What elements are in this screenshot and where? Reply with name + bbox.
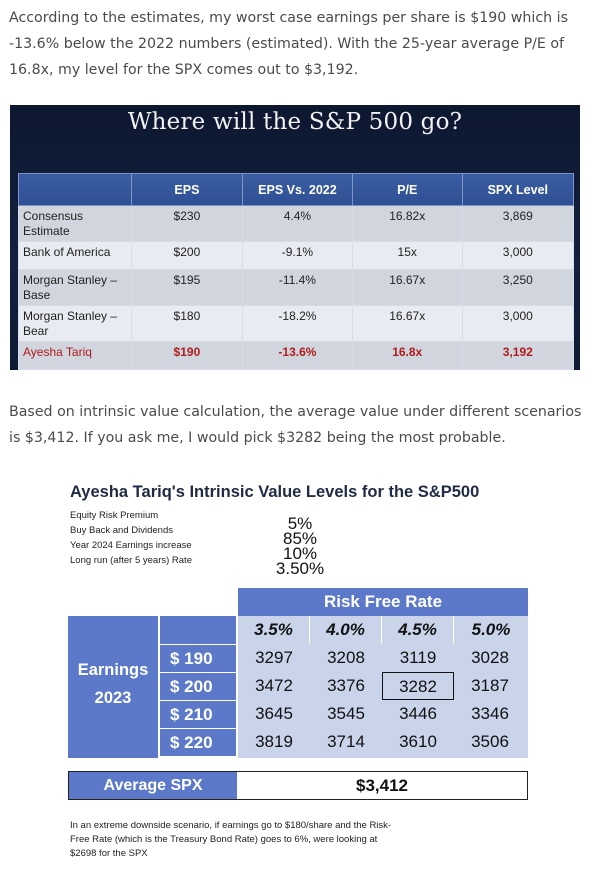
table-cell: -18.2% — [242, 305, 353, 342]
sp500-forecast-slide: Where will the S&P 500 go? EPS EPS Vs. 2… — [10, 105, 580, 370]
table-cell: Ayesha Tariq — [18, 341, 132, 370]
value-cell: 3472 — [255, 676, 293, 695]
value-cell: 3446 — [399, 704, 437, 723]
average-spx-value: $3,412 — [356, 776, 408, 795]
table-row: Bank of America $200 -9.1% 15x 3,000 — [18, 241, 575, 270]
table-header-cell: P/E — [351, 173, 463, 206]
table-cell: 16.67x — [351, 269, 463, 306]
value-cell: 3346 — [471, 704, 509, 723]
eps-row-label: $ 200 — [160, 673, 236, 700]
average-spx-box: Average SPX $3,412 — [68, 771, 528, 800]
assumption-value: 10% — [282, 544, 318, 563]
earnings-label-line: Earnings — [77, 661, 149, 679]
value-cell: 3208 — [327, 648, 365, 667]
table-cell: $180 — [130, 305, 244, 342]
table-row: Morgan Stanley – Bear $180 -18.2% 16.67x… — [18, 305, 575, 342]
table-cell: 3,000 — [461, 241, 575, 270]
assumptions-list: Equity Risk Premium 5% Buy Back and Divi… — [70, 510, 324, 578]
value-cell: 3610 — [399, 732, 437, 751]
table-cell: 16.82x — [351, 205, 463, 242]
assumption-row: Year 2024 Earnings increase 10% — [70, 540, 320, 563]
table-cell: 3,250 — [461, 269, 575, 306]
table-cell: 16.8x — [351, 341, 463, 370]
table-cell: $195 — [130, 269, 244, 306]
rate-header: 3.5% — [238, 616, 310, 644]
eps-row-label: $ 210 — [160, 701, 236, 728]
assumption-row: Long run (after 5 years) Rate 3.50% — [70, 555, 324, 578]
eps-row-label: $ 190 — [160, 645, 236, 672]
table-header-cell: SPX Level — [461, 173, 575, 206]
assumption-value: 5% — [287, 514, 313, 533]
assumption-label: Equity Risk Premium — [70, 510, 159, 521]
table-cell: -9.1% — [242, 241, 353, 270]
table-cell: 3,192 — [461, 341, 575, 370]
table-cell: $190 — [130, 341, 244, 370]
grid-corner — [160, 616, 236, 644]
value-cell: 3376 — [327, 676, 365, 695]
table-cell: Consensus Estimate — [18, 205, 132, 242]
intrinsic-value-figure: Ayesha Tariq's Intrinsic Value Levels fo… — [51, 470, 551, 880]
table-header-cell: EPS — [130, 173, 244, 206]
eps-row-label: $ 220 — [160, 729, 236, 756]
assumption-label: Year 2024 Earnings increase — [70, 540, 192, 551]
earnings-2023-label: Earnings 2023 — [68, 616, 158, 758]
table-header-row: EPS EPS Vs. 2022 P/E SPX Level — [18, 173, 575, 206]
rate-header: 4.5% — [382, 616, 454, 644]
assumption-value: 3.50% — [275, 559, 325, 578]
table-cell: 3,869 — [461, 205, 575, 242]
table-cell: $200 — [130, 241, 244, 270]
intro-paragraph: According to the estimates, my worst cas… — [9, 10, 568, 78]
table-cell: Bank of America — [18, 241, 132, 270]
table-header-cell: EPS Vs. 2022 — [242, 173, 353, 206]
table-cell: -13.6% — [242, 341, 353, 370]
earnings-label-line: 2023 — [94, 689, 132, 707]
table-cell: -11.4% — [242, 269, 353, 306]
forecast-table: EPS EPS Vs. 2022 P/E SPX Level Consensus… — [18, 173, 575, 370]
assumption-value: 85% — [282, 529, 318, 548]
rate-header: 4.0% — [310, 616, 382, 644]
slide-title: Where will the S&P 500 go? — [127, 109, 463, 135]
value-cell: 3714 — [327, 732, 365, 751]
intrinsic-value-paragraph: Based on intrinsic value calculation, th… — [9, 404, 582, 446]
table-cell: 3,000 — [461, 305, 575, 342]
downside-scenario-note: In an extreme downside scenario, if earn… — [70, 820, 392, 859]
table-row: Morgan Stanley – Base $195 -11.4% 16.67x… — [18, 269, 575, 306]
table-cell: $230 — [130, 205, 244, 242]
average-spx-label: Average SPX — [69, 772, 237, 799]
value-cell: 3297 — [255, 648, 293, 667]
figure-title: Ayesha Tariq's Intrinsic Value Levels fo… — [70, 483, 480, 501]
value-cell-most-probable: 3282 — [382, 672, 454, 700]
assumption-label: Buy Back and Dividends — [70, 525, 173, 536]
value-cell: 3119 — [399, 648, 437, 667]
table-cell: Morgan Stanley – Bear — [18, 305, 132, 342]
table-cell: 15x — [351, 241, 463, 270]
table-cell: Morgan Stanley – Base — [18, 269, 132, 306]
risk-free-rate-header: Risk Free Rate — [238, 588, 528, 616]
value-cell: 3819 — [255, 732, 293, 751]
values-background — [238, 644, 528, 758]
assumption-row: Buy Back and Dividends 85% — [70, 525, 320, 548]
value-cell: 3187 — [471, 676, 509, 695]
intrinsic-value-grid: Risk Free Rate 3.5% 4.0% 4.5% 5.0% Earni… — [68, 588, 528, 758]
value-cell: 3545 — [327, 704, 365, 723]
table-cell: 4.4% — [242, 205, 353, 242]
assumption-label: Long run (after 5 years) Rate — [70, 555, 192, 566]
value-cell: 3506 — [471, 732, 509, 751]
value-cell: 3645 — [255, 704, 293, 723]
table-header-cell — [18, 173, 132, 206]
table-row: Consensus Estimate $230 4.4% 16.82x 3,86… — [18, 205, 575, 242]
rate-header: 5.0% — [454, 616, 528, 644]
value-cell: 3028 — [471, 648, 509, 667]
assumption-row: Equity Risk Premium 5% — [70, 510, 320, 533]
table-cell: 16.67x — [351, 305, 463, 342]
table-row-highlighted: Ayesha Tariq $190 -13.6% 16.8x 3,192 — [18, 341, 575, 370]
